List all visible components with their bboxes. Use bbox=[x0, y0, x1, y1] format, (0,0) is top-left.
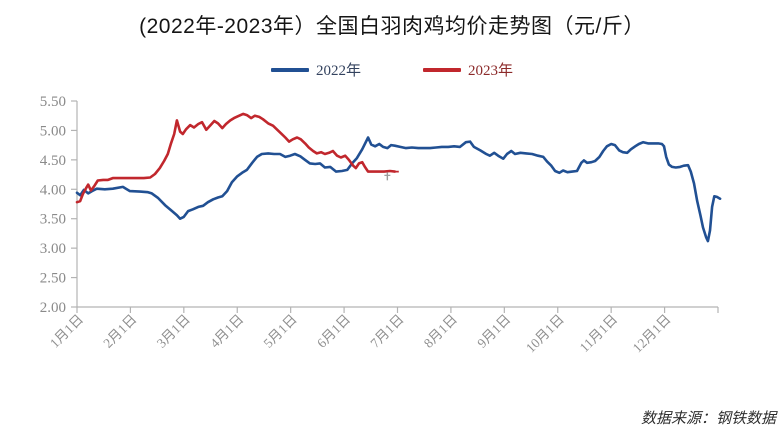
y-tick-label: 3.50 bbox=[40, 212, 66, 228]
legend-item-2023: 2023年 bbox=[423, 59, 513, 80]
y-tick-label: 2.50 bbox=[40, 271, 66, 287]
legend-line-swatch-2022 bbox=[270, 67, 309, 72]
x-tick-label: 10月1日 bbox=[523, 312, 567, 356]
x-tick-label: 4月1日 bbox=[207, 312, 246, 351]
legend-line-swatch-2023 bbox=[423, 67, 461, 72]
y-tick-label: 3.00 bbox=[40, 241, 66, 257]
series-line-2022年 bbox=[75, 136, 722, 243]
x-tick-label: 2月1日 bbox=[100, 312, 139, 351]
x-tick-label: 3月1日 bbox=[154, 312, 193, 351]
legend-item-2022: 2022年 bbox=[270, 59, 361, 80]
data-source-note: 数据来源：钢铁数据 bbox=[640, 411, 776, 427]
x-tick-label: 9月1日 bbox=[474, 312, 513, 351]
x-tick-label: 6月1日 bbox=[314, 312, 353, 351]
y-tick-label: 2.00 bbox=[40, 300, 66, 316]
x-tick-label: 7月1日 bbox=[367, 312, 406, 351]
y-tick-label: 4.50 bbox=[40, 153, 66, 169]
series-line-2023年 bbox=[75, 112, 397, 204]
page-title: (2022年-2023年）全国白羽肉鸡均价走势图（元/斤） bbox=[139, 15, 645, 38]
x-tick-label: 5月1日 bbox=[261, 312, 300, 351]
legend-label-2022: 2022年 bbox=[315, 63, 361, 79]
x-tick-label: 8月1日 bbox=[421, 312, 460, 351]
y-tick-label: 5.00 bbox=[40, 123, 66, 139]
legend-label-2023: 2023年 bbox=[468, 63, 514, 79]
series-dashed-tail-2023年 bbox=[394, 170, 402, 173]
x-tick-label: 12月1日 bbox=[630, 312, 674, 356]
chart-legend: 2022年 2023年 bbox=[0, 59, 784, 80]
x-tick-label: 11月1日 bbox=[577, 312, 621, 356]
y-tick-label: 5.50 bbox=[40, 94, 66, 110]
y-tick-label: 4.00 bbox=[40, 182, 66, 198]
x-tick-label: 1月1日 bbox=[47, 312, 86, 351]
